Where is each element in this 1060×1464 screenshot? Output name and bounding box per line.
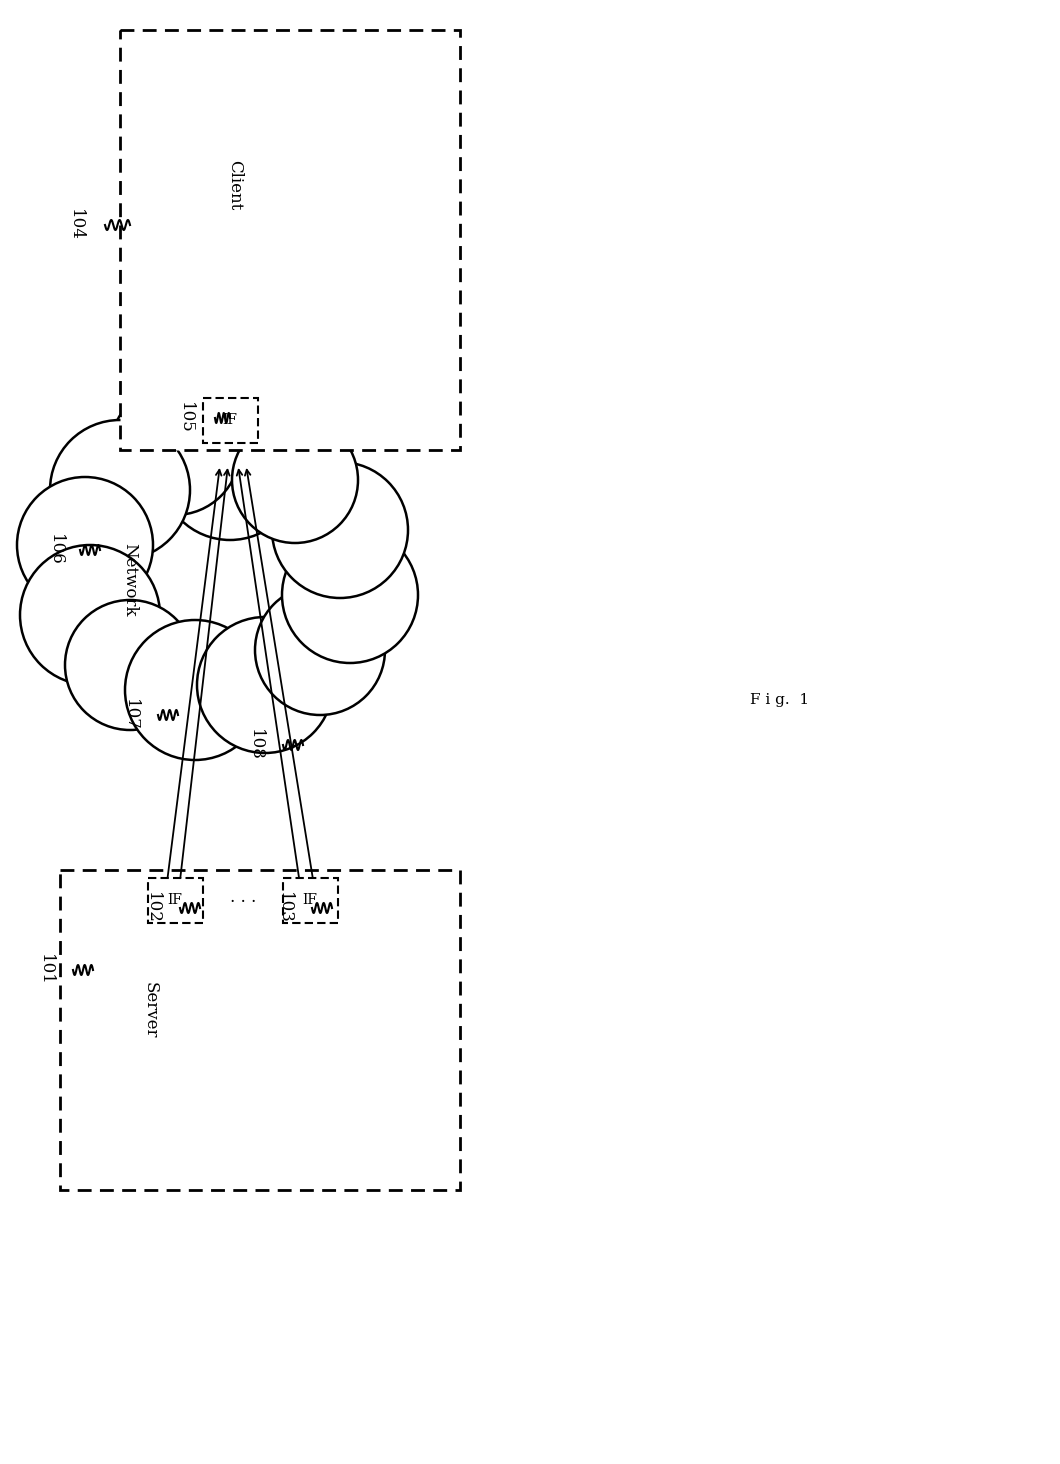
Bar [147,877,202,922]
Text: 101: 101 [36,955,53,985]
Text: Client: Client [227,160,244,211]
Text: IF: IF [223,413,237,427]
Text: 106: 106 [47,534,64,567]
Bar [60,870,460,1190]
Text: 104: 104 [67,209,84,242]
Text: Network: Network [122,543,139,616]
Bar [120,29,460,449]
Text: 102: 102 [143,892,160,924]
Text: 108: 108 [247,729,264,761]
Text: 107: 107 [122,700,139,731]
Text: F i g.  1: F i g. 1 [750,692,810,707]
Text: . . .: . . . [230,889,257,906]
Bar [202,398,258,442]
Text: Server: Server [141,982,159,1038]
Bar [283,877,337,922]
Text: IF: IF [167,893,182,908]
Text: 103: 103 [276,892,293,924]
Text: IF: IF [302,893,318,908]
Text: 105: 105 [177,403,194,433]
